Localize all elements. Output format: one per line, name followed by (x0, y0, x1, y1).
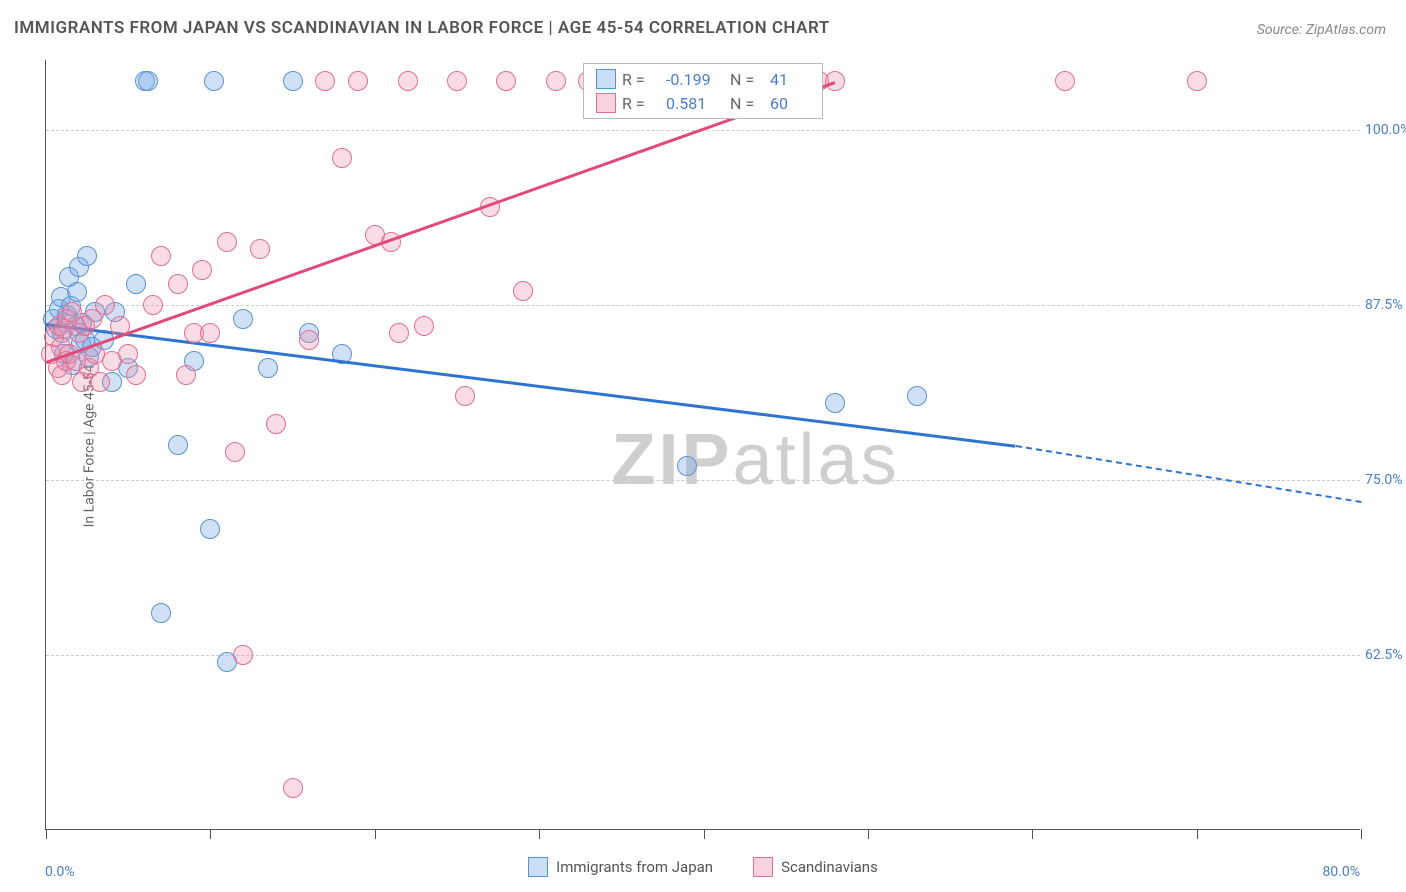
data-point-scandinavian (1055, 71, 1075, 91)
data-point-scandinavian (496, 71, 516, 91)
data-point-scandinavian (315, 71, 335, 91)
legend-swatch-scandinavian (753, 857, 773, 877)
data-point-scandinavian (455, 386, 475, 406)
x-tick (1361, 829, 1362, 839)
stats-swatch-scandinavian (596, 93, 616, 113)
x-tick (868, 829, 869, 839)
data-point-scandinavian (299, 330, 319, 350)
x-tick (46, 829, 47, 839)
data-point-scandinavian (225, 442, 245, 462)
data-point-scandinavian (200, 323, 220, 343)
data-point-scandinavian (332, 148, 352, 168)
chart-title: IMMIGRANTS FROM JAPAN VS SCANDINAVIAN IN… (14, 18, 830, 38)
legend-item-japan: Immigrants from Japan (528, 857, 713, 877)
watermark: ZIPatlas (611, 419, 899, 501)
y-tick-label: 75.0% (1365, 472, 1406, 488)
data-point-scandinavian (389, 323, 409, 343)
data-point-japan (168, 435, 188, 455)
stats-swatch-japan (596, 69, 616, 89)
correlation-stats-box: R = -0.199N = 41 R = 0.581N = 60 (583, 63, 823, 119)
data-point-japan (126, 274, 146, 294)
data-point-scandinavian (250, 239, 270, 259)
watermark-bold: ZIP (611, 420, 732, 500)
legend: Immigrants from Japan Scandinavians (0, 857, 1406, 877)
stats-n-value-japan: 41 (770, 70, 810, 89)
x-tick (1032, 829, 1033, 839)
data-point-japan (677, 456, 697, 476)
y-tick-label: 100.0% (1365, 122, 1406, 138)
data-point-japan (233, 309, 253, 329)
data-point-scandinavian (266, 414, 286, 434)
data-point-scandinavian (217, 232, 237, 252)
data-point-scandinavian (151, 246, 171, 266)
data-point-scandinavian (233, 645, 253, 665)
data-point-scandinavian (118, 344, 138, 364)
stats-n-label: N = (730, 70, 766, 89)
data-point-scandinavian (90, 372, 110, 392)
x-tick (704, 829, 705, 839)
stats-n-value-scandinavian: 60 (770, 94, 810, 113)
legend-label-scandinavian: Scandinavians (781, 858, 878, 876)
data-point-scandinavian (825, 71, 845, 91)
data-point-japan (200, 519, 220, 539)
data-point-japan (151, 603, 171, 623)
stats-r-value-japan: -0.199 (666, 70, 726, 89)
stats-r-label: R = (622, 70, 662, 89)
x-tick (375, 829, 376, 839)
data-point-japan (825, 393, 845, 413)
trend-line-scandinavian (46, 81, 836, 363)
stats-r-value-scandinavian: 0.581 (666, 94, 726, 113)
data-point-scandinavian (513, 281, 533, 301)
trend-line-japan-extrapolated (1016, 445, 1361, 503)
data-point-scandinavian (414, 316, 434, 336)
gridline (46, 480, 1360, 481)
source-attribution: Source: ZipAtlas.com (1257, 22, 1386, 38)
data-point-japan (77, 246, 97, 266)
data-point-scandinavian (398, 71, 418, 91)
scatter-plot-area: ZIPatlas 62.5%75.0%87.5%100.0% (45, 60, 1360, 830)
data-point-scandinavian (1187, 71, 1207, 91)
y-tick-label: 87.5% (1365, 297, 1406, 313)
data-point-scandinavian (126, 365, 146, 385)
x-tick (210, 829, 211, 839)
data-point-japan (258, 358, 278, 378)
data-point-japan (67, 282, 87, 302)
data-point-scandinavian (192, 260, 212, 280)
source-name: ZipAtlas.com (1306, 22, 1386, 38)
stats-n-label: N = (730, 94, 766, 113)
data-point-japan (907, 386, 927, 406)
x-tick (1197, 829, 1198, 839)
data-point-scandinavian (95, 295, 115, 315)
stats-r-label: R = (622, 94, 662, 113)
legend-item-scandinavian: Scandinavians (753, 857, 878, 877)
data-point-scandinavian (143, 295, 163, 315)
data-point-japan (283, 71, 303, 91)
legend-swatch-japan (528, 857, 548, 877)
data-point-japan (138, 71, 158, 91)
watermark-rest: atlas (733, 420, 900, 500)
data-point-japan (204, 71, 224, 91)
data-point-scandinavian (283, 778, 303, 798)
y-tick-label: 62.5% (1365, 647, 1406, 663)
data-point-scandinavian (447, 71, 467, 91)
source-prefix: Source: (1257, 22, 1306, 38)
data-point-scandinavian (348, 71, 368, 91)
data-point-scandinavian (546, 71, 566, 91)
data-point-scandinavian (176, 365, 196, 385)
x-tick (539, 829, 540, 839)
legend-label-japan: Immigrants from Japan (556, 858, 713, 876)
gridline (46, 305, 1360, 306)
data-point-scandinavian (168, 274, 188, 294)
